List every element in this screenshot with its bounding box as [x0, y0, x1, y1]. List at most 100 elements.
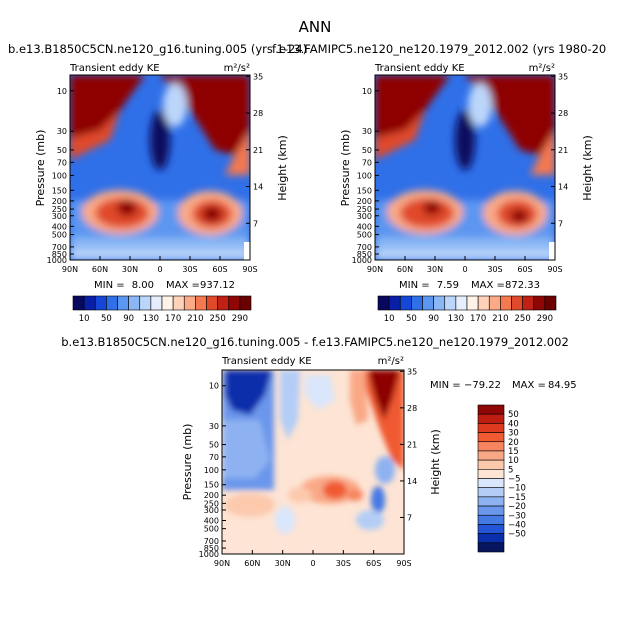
colorbar-swatch: [477, 542, 505, 553]
panel2-units-label: m²/s²: [529, 63, 555, 74]
y-tick-label: 100: [357, 171, 372, 180]
colorbar-swatch: [433, 295, 446, 311]
y2-tick-label: 21: [253, 146, 263, 155]
colorbar-swatch: [477, 423, 505, 433]
colorbar-swatch: [217, 295, 230, 311]
colorbar-label: 40: [508, 419, 519, 429]
y-tick-label: 10: [57, 87, 67, 96]
colorbar-swatch: [477, 505, 505, 516]
y-tick-label: 400: [204, 517, 219, 526]
colorbar-swatch: [411, 295, 423, 311]
colorbar-label: −15: [508, 493, 526, 503]
y-tick-label: 250: [357, 205, 372, 214]
colorbar-swatch: [544, 295, 557, 311]
x-tick-label: 0: [310, 559, 315, 568]
panel1-colorbar: 10 50 90 130 170 210 250 290: [72, 295, 252, 324]
diff-title: b.e13.B1850C5CN.ne120_g16.tuning.005 - f…: [61, 335, 569, 349]
diff-min-value: −79.22: [464, 380, 501, 391]
panel1-min-value: 8.00: [132, 280, 154, 291]
colorbar-label: 20: [508, 438, 519, 448]
x-tick-label: 90N: [62, 265, 78, 274]
colorbar-swatch: [477, 404, 505, 415]
panel2-y2-axis: 35 28 21 14 7: [551, 72, 568, 228]
y2-tick-label: 28: [558, 109, 568, 118]
y-tick-label: 50: [209, 441, 219, 450]
panel1-x-axis: 90N 60N 30N 0 30S 60S 90S: [62, 256, 258, 274]
colorbar-label: 250: [210, 314, 226, 324]
y-tick-label: 30: [57, 127, 67, 136]
diff-field: [222, 370, 404, 554]
y-tick-label: 500: [357, 231, 372, 240]
y2-tick-label: 35: [558, 72, 568, 81]
panel2-variable-label: Transient eddy KE: [374, 63, 465, 74]
colorbar-swatch: [488, 295, 501, 311]
x-tick-label: 60N: [92, 265, 108, 274]
colorbar-label: 50: [406, 314, 417, 324]
colorbar-label: 290: [537, 314, 553, 324]
colorbar-swatch: [195, 295, 207, 311]
panel1-y2-label: Height (km): [276, 135, 289, 201]
y2-tick-label: 35: [253, 72, 263, 81]
panel1-min-label: MIN =: [94, 280, 125, 291]
colorbar-swatch: [477, 441, 505, 452]
colorbar-swatch: [477, 533, 505, 544]
y-tick-label: 150: [357, 186, 372, 195]
x-tick-label: 90S: [547, 265, 562, 274]
colorbar-swatch: [83, 295, 96, 311]
colorbar-swatch: [522, 295, 535, 311]
y2-tick-label: 35: [407, 367, 417, 376]
colorbar-label: 250: [515, 314, 531, 324]
y-tick-label: 50: [57, 146, 67, 155]
colorbar-swatch: [477, 487, 505, 498]
y-tick-label: 100: [204, 466, 219, 475]
y-tick-label: 400: [357, 222, 372, 231]
panel2-title: f.e13.FAMIPC5.ne120_ne120.1979_2012.002 …: [272, 42, 606, 56]
x-tick-label: 90N: [367, 265, 383, 274]
y-tick-label: 500: [204, 525, 219, 534]
colorbar-label: 210: [492, 314, 508, 324]
diff-y-label: Pressure (mb): [181, 424, 194, 501]
diff-min-label: MIN =: [430, 380, 461, 391]
y2-tick-label: 14: [253, 183, 263, 192]
colorbar-label: 130: [143, 314, 159, 324]
y-tick-label: 1000: [47, 256, 67, 265]
y-tick-label: 200: [204, 491, 219, 500]
x-tick-label: 90S: [242, 265, 257, 274]
colorbar-label: −5: [508, 475, 521, 485]
colorbar-swatch: [477, 413, 505, 424]
panel1-max-label: MAX =: [166, 280, 200, 291]
colorbar-label: −20: [508, 502, 526, 512]
y-tick-label: 700: [52, 243, 67, 252]
y-tick-label: 50: [362, 146, 372, 155]
y-tick-label: 300: [52, 212, 67, 221]
panel2-field: [375, 75, 555, 260]
figure-title: ANN: [299, 18, 332, 36]
y2-tick-label: 21: [407, 440, 417, 449]
colorbar-swatch: [500, 295, 512, 311]
y2-tick-label: 7: [558, 219, 563, 228]
y2-tick-label: 28: [253, 109, 263, 118]
panel2-x-axis: 90N 60N 30N 0 30S 60S 90S: [367, 256, 563, 274]
colorbar-swatch: [444, 295, 457, 311]
x-tick-label: 0: [157, 265, 162, 274]
y-tick-label: 700: [357, 243, 372, 252]
colorbar-label: 290: [232, 314, 248, 324]
colorbar-swatch: [117, 295, 129, 311]
diff-y2-label: Height (km): [429, 429, 442, 495]
x-tick-label: 60N: [397, 265, 413, 274]
diff-units-label: m²/s²: [378, 356, 404, 367]
y-tick-label: 300: [357, 212, 372, 221]
x-tick-label: 30N: [122, 265, 138, 274]
colorbar-label: 50: [508, 410, 519, 420]
y-tick-label: 400: [52, 222, 67, 231]
colorbar-swatch: [477, 295, 490, 311]
panel1-max-value: 937.12: [200, 280, 235, 291]
panel1-field: [70, 75, 250, 260]
colorbar-swatch: [388, 295, 401, 311]
y-tick-label: 250: [52, 205, 67, 214]
y-tick-label: 200: [357, 197, 372, 206]
colorbar-swatch: [477, 450, 505, 461]
colorbar-label: 30: [508, 429, 519, 439]
